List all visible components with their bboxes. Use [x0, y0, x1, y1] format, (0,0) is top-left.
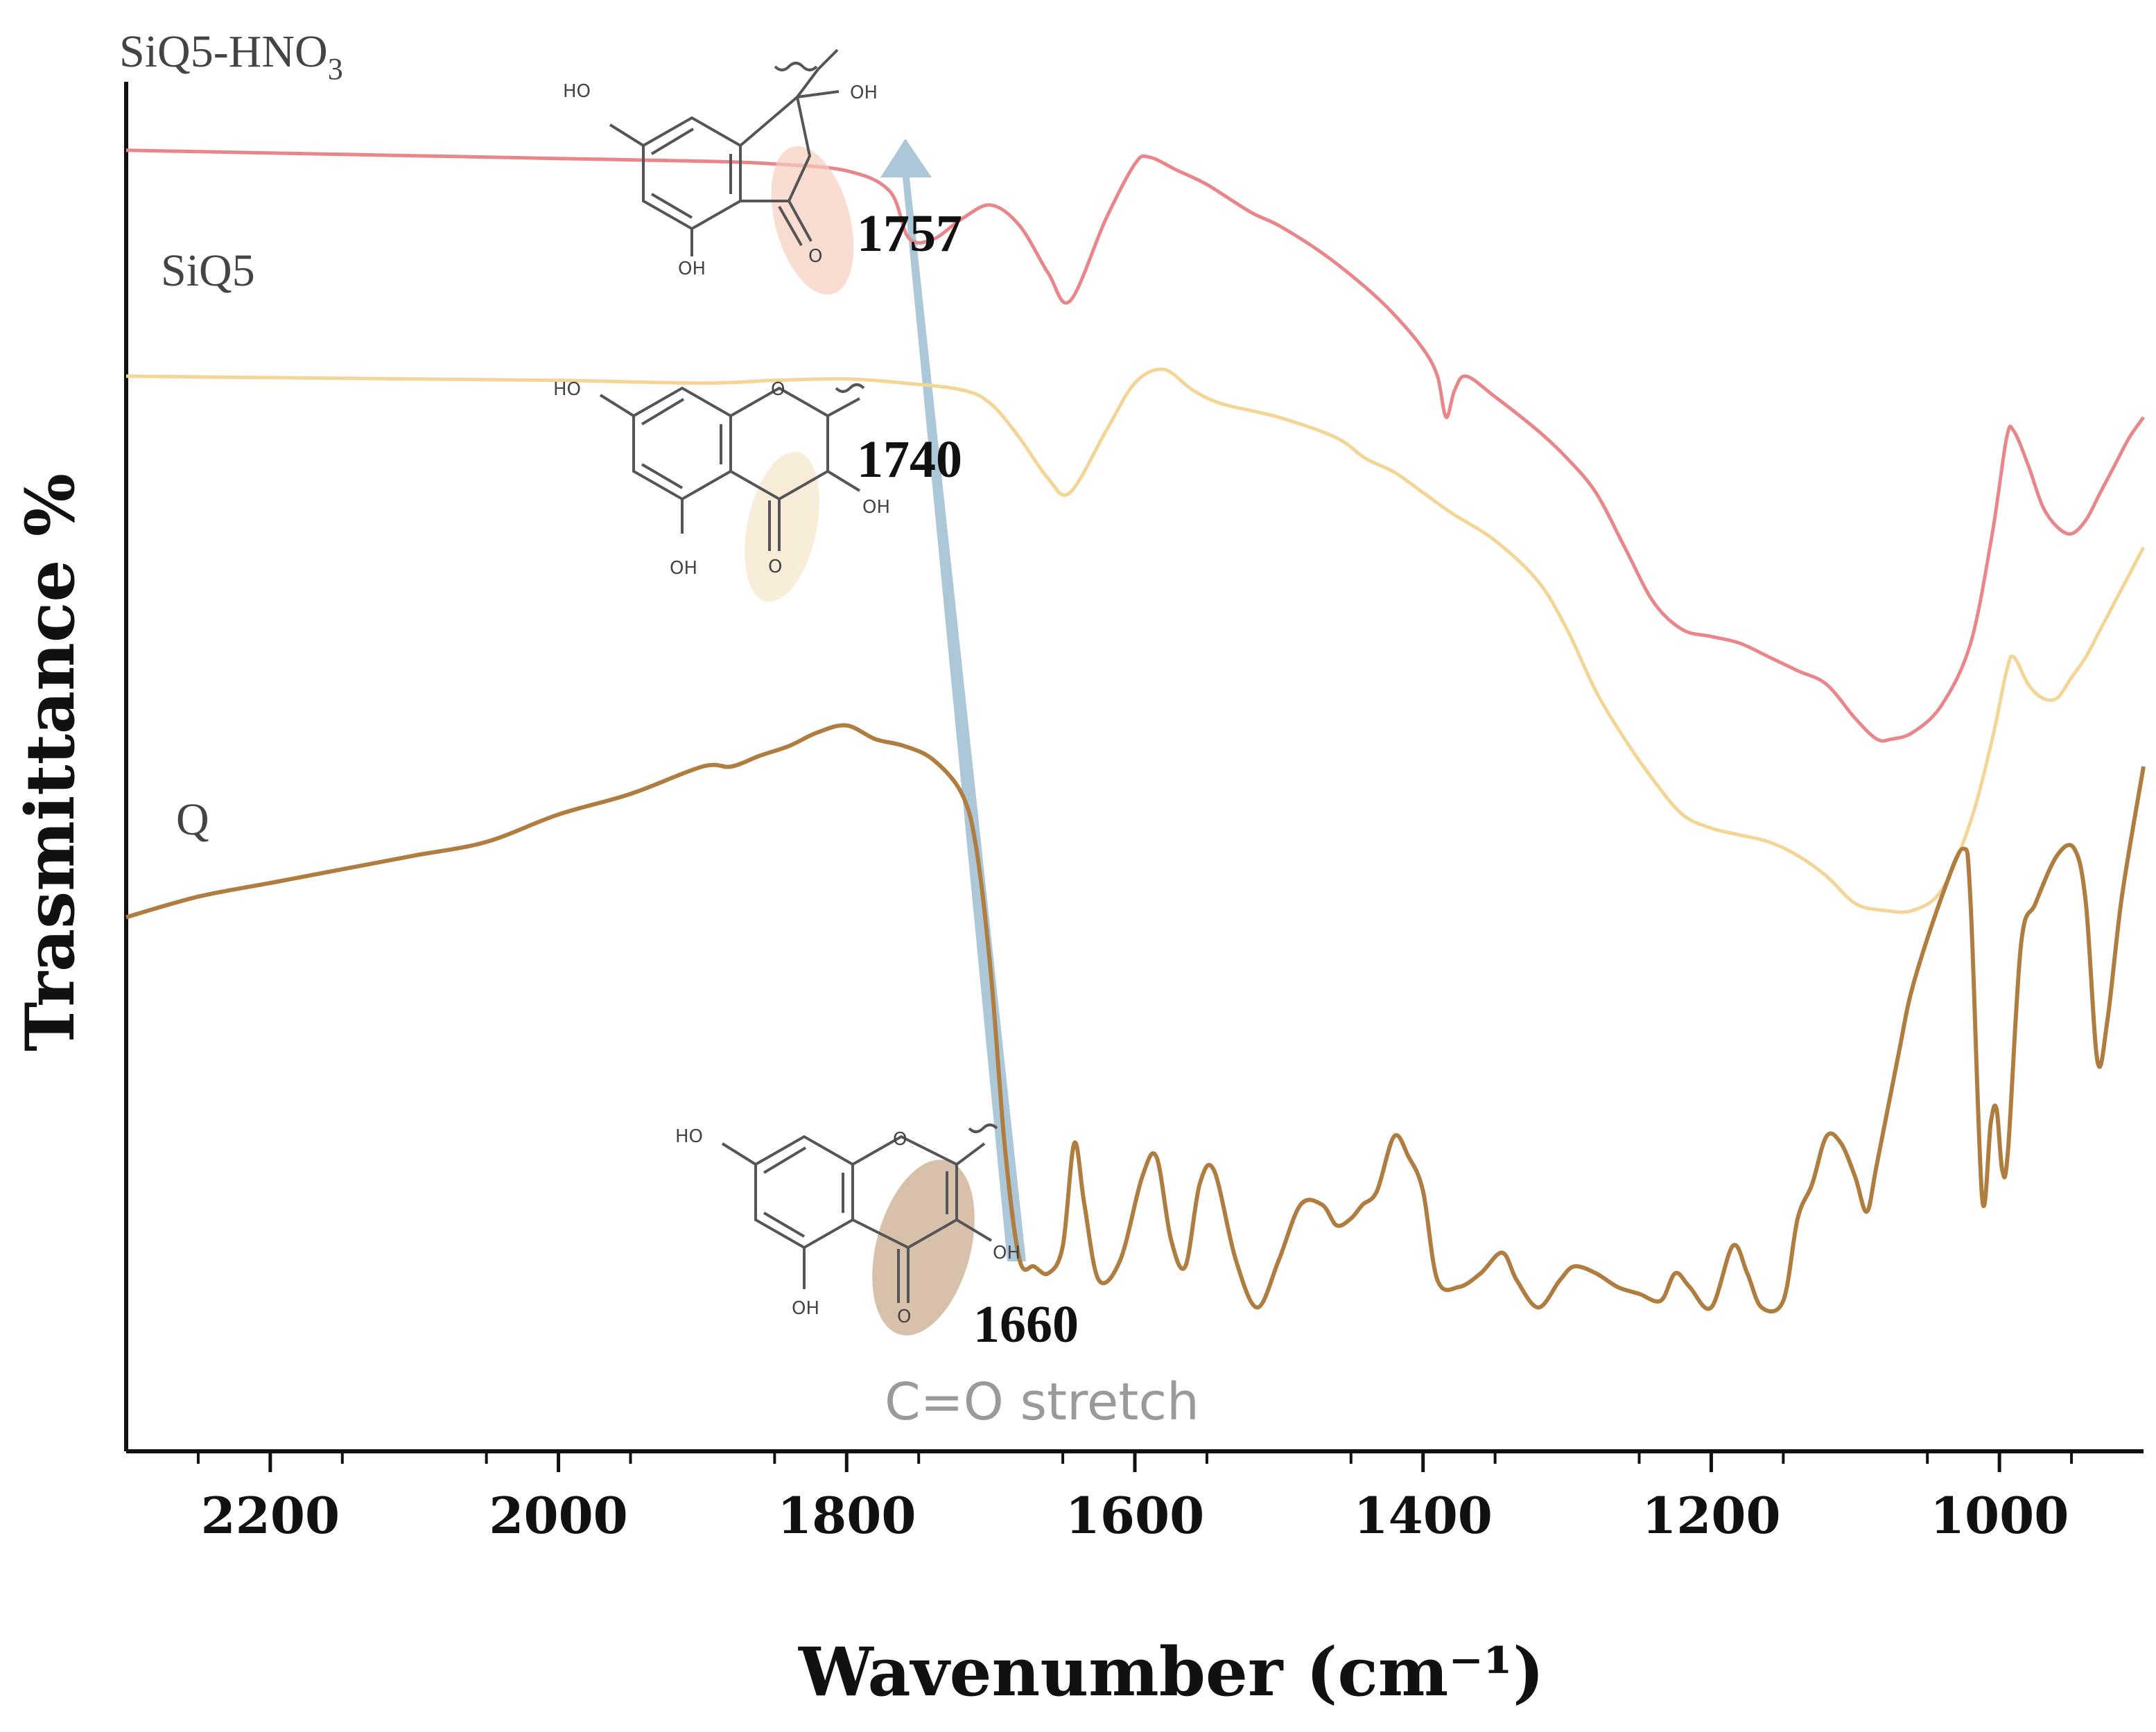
- mol3-oh-bond-a: [721, 1142, 757, 1166]
- mol2-oh-label-right: OH: [862, 497, 890, 518]
- mol2-o-label: O: [768, 557, 782, 577]
- mol2-double-bond-c: [641, 463, 684, 489]
- mol1-five-ring: [739, 94, 812, 202]
- mol1-double-bond-a: [650, 128, 695, 155]
- series-line-siq5-hno3: [125, 148, 2146, 743]
- mol2-ho-label: HO: [553, 379, 581, 400]
- x-tick-label-2200: 2200: [201, 1486, 340, 1545]
- mol3-ring-o-label: O: [893, 1129, 907, 1150]
- mol1-carbonyl-bond-a: [788, 200, 812, 242]
- mol1-oh-label-bottom: OH: [678, 259, 706, 279]
- mol3-oh-label-bottom: OH: [792, 1298, 819, 1319]
- series-label-siq5: SiQ5: [161, 245, 255, 296]
- mol2-wavy-bond-icon: [835, 383, 865, 393]
- mol1-ho-label: HO: [563, 81, 591, 102]
- x-ticks: 2200 2000 1800 1600 1400 1200 1000: [196, 1451, 2074, 1545]
- peak-label-1740: 1740: [857, 430, 962, 489]
- mol2-pyran-ring: [730, 386, 829, 501]
- c-o-stretch-label: C=O stretch: [885, 1372, 1199, 1432]
- series-line-siq5: [125, 367, 2146, 914]
- x-tick-label-1800: 1800: [777, 1486, 916, 1545]
- molecule-quercetin-icon: HO O OH OH O: [675, 1123, 1020, 1336]
- mol3-double-bond-a: [763, 1146, 807, 1174]
- mol1-chain-bond: [796, 68, 819, 98]
- series-label-siq5-hno3: SiQ5-HNO3: [119, 26, 343, 86]
- mol3-double-bond-c: [763, 1211, 806, 1238]
- y-axis-title: Trasmittance %: [11, 473, 89, 1051]
- peak-label-1660: 1660: [973, 1295, 1079, 1354]
- mol1-oh-label-right: OH: [850, 82, 878, 103]
- x-tick-label-2000: 2000: [489, 1486, 627, 1545]
- mol1-oh-bond-a: [609, 123, 645, 147]
- mol2-oh-bond-a: [599, 394, 635, 417]
- mol2-oh-bond-c: [826, 470, 861, 492]
- mol1-oh-bond-c: [797, 90, 840, 98]
- molecule-indanone-icon: HO OH OH O: [563, 49, 878, 295]
- mol2-ring-o-label: O: [771, 379, 785, 400]
- mol3-ho-label: HO: [675, 1126, 703, 1147]
- mol2-oh-label-bottom: OH: [670, 558, 697, 579]
- mol3-oh-bond-c: [955, 1218, 993, 1242]
- mol2-double-bond-a: [641, 398, 685, 426]
- mol1-o-label: O: [808, 246, 822, 267]
- x-axis-title: Wavenumber (cm⁻¹): [798, 1633, 1545, 1711]
- series-line-q: [125, 723, 2146, 1314]
- series-label-q: Q: [176, 794, 209, 845]
- mol3-wavy-bond-icon: [968, 1123, 998, 1133]
- x-tick-label-1600: 1600: [1066, 1486, 1204, 1545]
- mol3-o-label: O: [897, 1306, 911, 1327]
- x-tick-label-1400: 1400: [1354, 1486, 1493, 1545]
- x-tick-label-1200: 1200: [1642, 1486, 1780, 1545]
- molecule-flavanonol-icon: HO O OH OH O: [553, 379, 890, 602]
- mol1-wavy-bond-icon: [774, 62, 818, 71]
- mol1-methyl-bond: [817, 49, 839, 71]
- mol1-carbonyl-bond-b: [778, 206, 803, 246]
- carbonyl-highlight-1: [771, 146, 854, 295]
- mol3-chain-bond: [955, 1142, 986, 1166]
- mol3-pyranone-ring: [852, 1135, 958, 1250]
- peak-label-1757: 1757: [857, 204, 962, 263]
- mol2-chain-bond: [827, 397, 860, 417]
- mol3-oh-label-right: OH: [993, 1243, 1020, 1263]
- series-lines: [125, 148, 2146, 1314]
- mol1-double-bond-c: [650, 193, 693, 219]
- x-tick-label-1000: 1000: [1930, 1486, 2069, 1545]
